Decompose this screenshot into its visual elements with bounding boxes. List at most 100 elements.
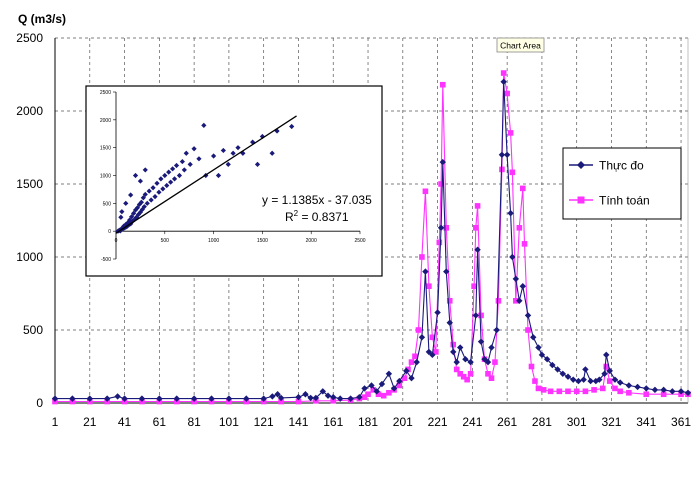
data-point [559,370,566,377]
data-point [408,374,415,382]
data-point [503,151,511,158]
inset-x-tick-label: 2000 [306,238,317,244]
data-point [582,366,589,373]
data-point [86,395,93,402]
x-tick-label: 121 [254,415,274,429]
data-point [474,203,481,209]
x-tick-label: 181 [358,415,378,429]
data-point [438,181,444,187]
data-point [208,395,215,402]
data-point [651,386,659,394]
data-point [190,395,198,402]
data-point [660,391,667,398]
data-point [51,395,59,402]
data-point [439,81,446,88]
data-point [556,388,563,395]
data-point [295,393,302,401]
data-point [467,358,474,366]
legend-marker [577,196,585,204]
data-point [516,297,523,304]
data-point [408,359,415,365]
data-point [390,385,398,392]
inset-data-point [230,150,236,156]
data-point [356,393,363,401]
data-point [495,298,502,304]
data-point [575,377,582,385]
inset-data-point [156,189,162,195]
data-point [375,391,382,398]
data-point [433,349,439,355]
inset-data-point [146,188,152,194]
data-point [626,389,632,396]
y-tick-label: 500 [23,323,43,337]
x-tick-label: 61 [153,415,167,429]
x-tick-label: 101 [219,415,239,429]
inset-data-point [142,167,148,173]
data-point [347,395,354,402]
data-point [532,378,538,384]
legend-box [562,147,682,220]
tooltip-text: Chart Area [500,41,541,51]
data-point [396,382,403,389]
inset-data-point [148,197,154,203]
data-point [453,366,460,373]
inset-data-point [158,176,164,182]
data-point [401,375,408,381]
data-point [467,371,474,377]
data-point [336,395,344,402]
data-point [450,341,457,348]
data-point [173,395,180,402]
data-point [361,385,368,392]
x-tick-label: 321 [601,415,621,429]
data-point [603,351,610,359]
inset-data-point [187,161,193,167]
x-tick-label: 161 [323,415,343,429]
data-point [509,253,516,261]
data-point [485,371,491,377]
inset-data-point [289,123,295,130]
data-point [365,391,371,398]
inset-y-tick-label: 2000 [100,118,111,124]
inset-data-point [183,150,189,156]
data-point [260,395,267,402]
data-point [513,298,519,304]
data-point [472,312,480,319]
data-point [498,151,506,158]
data-point [302,391,309,398]
inset-data-point [173,162,180,169]
data-point [385,370,393,377]
data-point [243,395,250,402]
inset-data-point [164,182,170,189]
inset-r2-exponent: 2 [294,209,299,218]
x-tick-label: 81 [187,415,201,429]
data-point [274,391,281,398]
inset-data-point [196,156,202,162]
data-point [519,283,526,290]
inset-data-point [211,153,217,159]
data-point [492,359,498,365]
inset-data-point [144,200,150,206]
data-point [547,388,554,395]
inset-chart: 0 500 1000 1500 2000 2500 -500 0 500 1000 1500 2000… [85,85,383,277]
inset-data-point [154,180,160,186]
data-point [319,388,327,395]
data-point [549,361,556,369]
inset-r2-value: = 0.8371 [298,210,349,224]
x-tick-label: 301 [567,415,587,429]
data-point [361,394,368,400]
data-point [471,283,477,289]
inset-data-point [274,128,280,134]
data-point [684,389,692,396]
data-point [554,366,561,373]
data-point [570,376,577,383]
inset-data-point [254,161,261,167]
x-tick-label: 221 [428,415,448,429]
data-point [660,386,667,394]
inset-data-point [128,192,134,198]
legend: Thực đo Tính toán [562,147,682,220]
x-tick-label: 241 [462,415,482,429]
inset-data-point [181,167,187,173]
data-point [403,367,410,375]
data-point [138,395,146,402]
